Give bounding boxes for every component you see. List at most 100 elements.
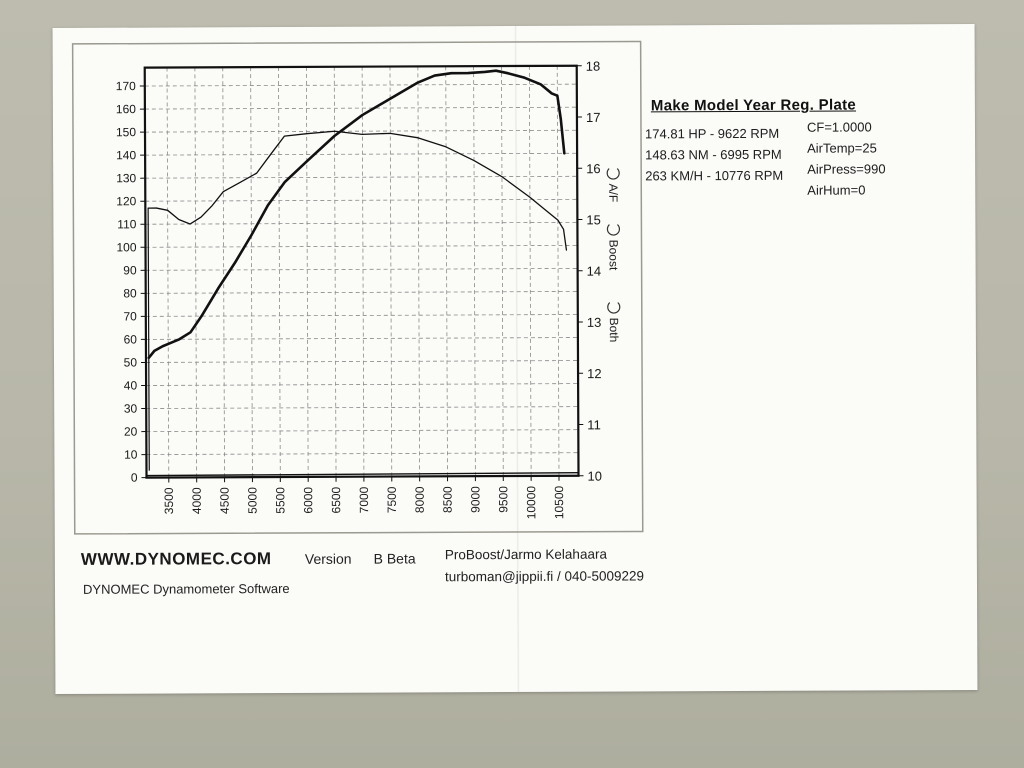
website-url: WWW.DYNOMEC.COM (80, 549, 272, 569)
y-tick-label: 30 (124, 402, 138, 416)
grid-line-v (473, 66, 476, 477)
power-result: 174.81 HP - 9622 RPM (644, 125, 780, 142)
option-both-label: Both (607, 318, 621, 343)
grid-line-h (145, 129, 578, 133)
air-hum-value: AirHum=0 (807, 182, 866, 198)
y-tick-label: 130 (116, 171, 136, 185)
y-tick-label: 140 (116, 148, 136, 162)
y-tick-label: 110 (117, 217, 137, 231)
display-options: A/F Boost Both (606, 168, 621, 343)
left-axis: 0 10 20 30 40 50 60 70 80 90 100 110 120 130 140 150 160… (116, 79, 147, 485)
version-info: Version B Beta (304, 550, 438, 567)
torque-result: 148.63 NM - 6995 RPM (645, 146, 782, 163)
grid-line-h (145, 221, 578, 225)
x-tick-label: 6500 (329, 486, 343, 513)
baseline-trace (146, 472, 579, 477)
y-tick-label: 40 (124, 379, 138, 393)
x-tick-label: 9000 (468, 486, 482, 513)
x-tick-label: 9500 (496, 486, 510, 513)
contact-email-phone: turboman@jippii.fi / 040-5009229 (444, 568, 645, 585)
y2-tick-label: 14 (587, 264, 602, 279)
x-tick-label: 4500 (218, 487, 232, 514)
software-name: DYNOMEC Dynamometer Software (82, 580, 290, 597)
y2-tick-label: 16 (586, 161, 601, 176)
grid-line-h (145, 198, 578, 202)
grid-line-h (145, 314, 578, 317)
y-tick-label: 120 (116, 194, 136, 208)
y-tick-label: 50 (124, 355, 138, 369)
x-tick-label: 10500 (552, 485, 566, 519)
y-tick-label: 150 (116, 125, 136, 139)
version-value: B Beta (373, 550, 416, 567)
y2-tick-label: 12 (587, 366, 602, 381)
results-block: 174.81 HP - 9622 RPM 148.63 NM - 6995 RP… (645, 123, 783, 187)
x-tick-label: 7500 (385, 486, 399, 513)
y-tick-label: 160 (116, 102, 136, 116)
option-boost[interactable]: Boost (606, 224, 621, 271)
contact-info: ProBoost/Jarmo Kelahaara turboman@jippii… (445, 543, 644, 588)
y-tick-label: 60 (124, 332, 138, 346)
air-press-value: AirPress=990 (807, 161, 886, 177)
dyno-printout: 0 10 20 30 40 50 60 70 80 90 100 110 120 130 140 150 160… (52, 23, 978, 695)
y-tick-label: 170 (116, 79, 136, 93)
x-tick-label: 4000 (190, 487, 204, 514)
x-tick-label: 7000 (357, 486, 371, 513)
power-curve (147, 69, 566, 360)
grid-line-h (146, 429, 579, 432)
grid-line-h (145, 337, 578, 340)
grid-line-v (556, 65, 560, 476)
grid-line-v (361, 66, 365, 477)
grid-line-h (145, 244, 578, 248)
grid-line-h (146, 383, 579, 386)
chart-grid (144, 65, 579, 478)
x-tick-label: 6000 (301, 487, 315, 514)
version-label: Version (304, 550, 352, 567)
grid-line-v (333, 66, 337, 477)
grid-line-h (145, 152, 578, 156)
option-boost-label: Boost (606, 240, 620, 271)
grid-line-v (222, 67, 225, 478)
option-af-label: A/F (606, 184, 620, 203)
trace-spike (147, 208, 150, 471)
y2-tick-label: 13 (587, 315, 602, 330)
x-tick-label: 8500 (441, 486, 455, 513)
grid-line-v (305, 66, 309, 477)
grid-line-h (145, 291, 578, 294)
dyno-chart: 0 10 20 30 40 50 60 70 80 90 100 110 120 130 140 150 160… (71, 40, 644, 535)
grid-line-h (146, 406, 579, 409)
speed-result: 263 KM/H - 10776 RPM (645, 167, 784, 184)
x-axis: 3500 4000 4500 5000 5500 6000 6500 7000 7500 8000… (162, 475, 566, 520)
x-tick-label: 8000 (413, 486, 427, 513)
conditions-block: CF=1.0000 AirTemp=25 AirPress=990 AirHum… (807, 116, 886, 200)
grid-line-v (278, 67, 281, 478)
grid-line-v (528, 65, 532, 476)
chart-frame (71, 40, 644, 535)
y-tick-label: 80 (123, 286, 137, 300)
x-tick-label: 10000 (524, 486, 538, 520)
y-tick-label: 0 (131, 471, 138, 485)
y2-tick-label: 15 (586, 212, 601, 227)
y2-tick-label: 17 (586, 110, 601, 125)
x-tick-label: 3500 (162, 487, 176, 514)
series-layer (146, 69, 579, 477)
right-axis: 10 11 12 13 14 15 16 17 18 (576, 59, 602, 484)
grid-line-v (194, 67, 198, 478)
grid-line-h (145, 175, 578, 179)
y-tick-label: 70 (123, 309, 137, 323)
option-both[interactable]: Both (607, 302, 621, 343)
x-tick-label: 5000 (245, 487, 259, 514)
grid-line-v (389, 66, 393, 477)
contact-name: ProBoost/Jarmo Kelahaara (444, 546, 607, 563)
grid-line-v (417, 66, 421, 477)
y2-tick-label: 10 (587, 469, 602, 484)
y-tick-label: 10 (124, 448, 138, 462)
cf-value: CF=1.0000 (806, 119, 872, 135)
y2-tick-label: 18 (586, 59, 601, 74)
grid-line-h (146, 452, 579, 455)
grid-line-v (501, 66, 504, 477)
plot-area (143, 64, 580, 479)
y-tick-label: 20 (124, 425, 138, 439)
grid-line-v (250, 67, 253, 478)
grid-line-h (145, 268, 578, 271)
option-af[interactable]: A/F (606, 168, 620, 203)
